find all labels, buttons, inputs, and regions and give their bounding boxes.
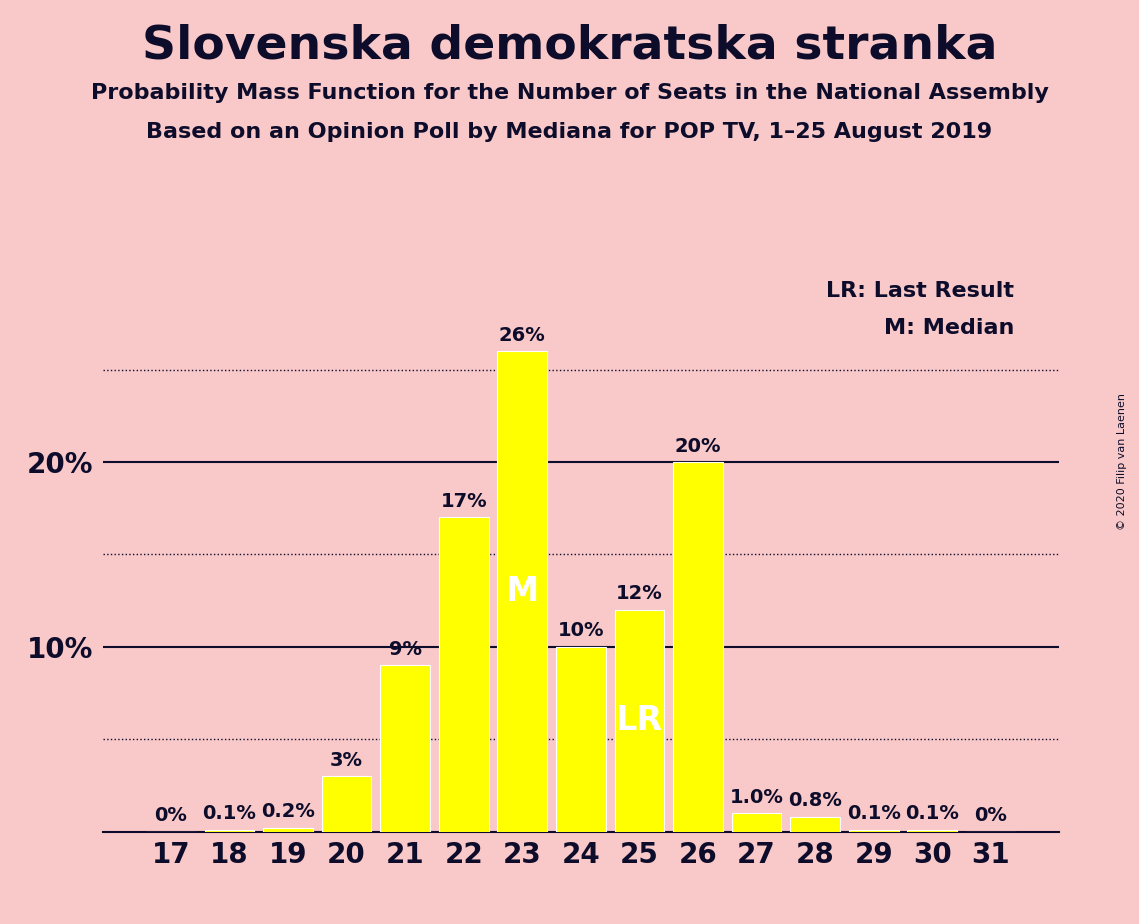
Text: 0%: 0% (155, 806, 187, 825)
Text: 0.1%: 0.1% (203, 804, 256, 823)
Text: 1.0%: 1.0% (730, 787, 784, 807)
Bar (205, 830, 254, 832)
Bar (380, 665, 431, 832)
Bar (731, 813, 781, 832)
Bar (263, 828, 313, 832)
Text: Based on an Opinion Poll by Mediana for POP TV, 1–25 August 2019: Based on an Opinion Poll by Mediana for … (147, 122, 992, 142)
Bar (498, 351, 547, 832)
Bar (849, 830, 899, 832)
Text: 0.2%: 0.2% (261, 802, 316, 821)
Text: Slovenska demokratska stranka: Slovenska demokratska stranka (141, 23, 998, 68)
Text: © 2020 Filip van Laenen: © 2020 Filip van Laenen (1117, 394, 1126, 530)
Bar (439, 517, 489, 832)
Text: 3%: 3% (330, 750, 363, 770)
Bar (908, 830, 957, 832)
Text: 0%: 0% (975, 806, 1007, 825)
Text: 9%: 9% (388, 639, 421, 659)
Text: LR: LR (616, 704, 663, 737)
Bar (790, 817, 841, 832)
Text: 10%: 10% (558, 621, 604, 640)
Bar (556, 647, 606, 832)
Text: 26%: 26% (499, 325, 546, 345)
Bar (321, 776, 371, 832)
Text: 0.1%: 0.1% (846, 804, 901, 823)
Bar (615, 610, 664, 832)
Text: 0.1%: 0.1% (906, 804, 959, 823)
Text: LR: Last Result: LR: Last Result (826, 281, 1015, 301)
Text: 12%: 12% (616, 584, 663, 603)
Text: M: M (506, 575, 539, 608)
Text: M: Median: M: Median (884, 318, 1015, 338)
Text: 20%: 20% (674, 436, 721, 456)
Text: 0.8%: 0.8% (788, 791, 842, 810)
Text: 17%: 17% (441, 492, 487, 511)
Text: Probability Mass Function for the Number of Seats in the National Assembly: Probability Mass Function for the Number… (91, 83, 1048, 103)
Bar (673, 462, 723, 832)
